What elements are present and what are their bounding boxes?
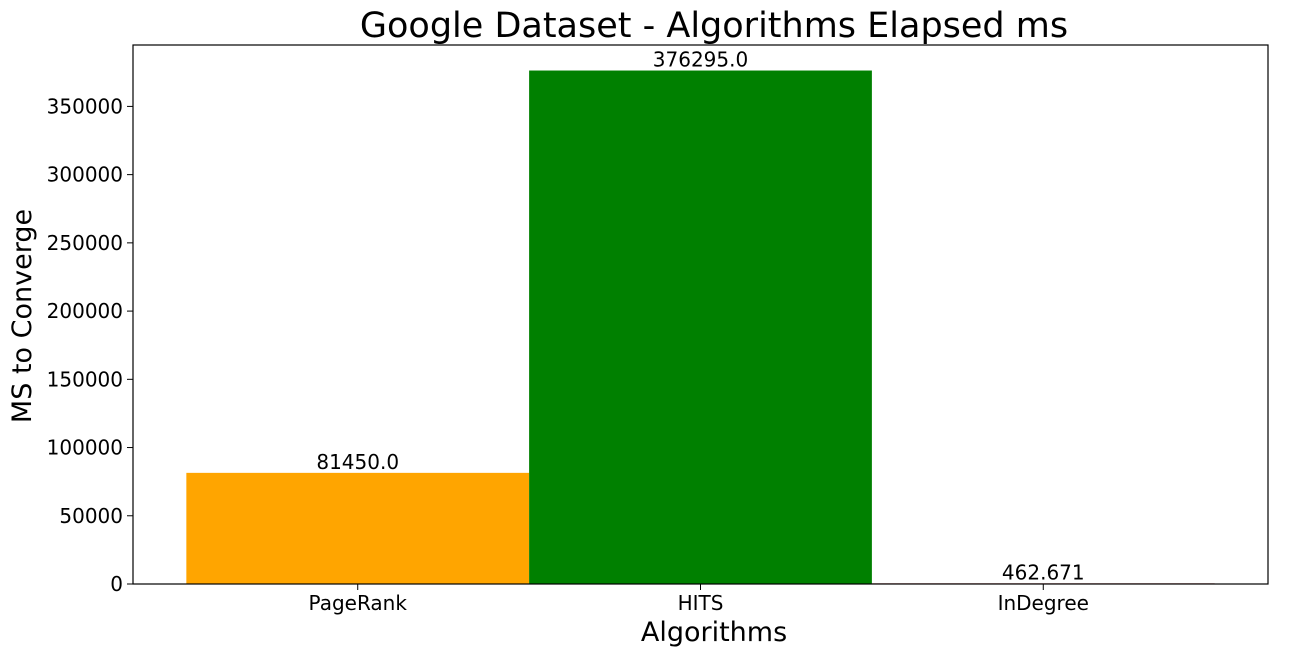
data-labels-group: 81450.0 376295.0 462.671 [316, 48, 1084, 585]
y-tick-label: 200000 [47, 299, 123, 323]
y-tick-label: 350000 [47, 94, 123, 118]
y-tick-label: 100000 [47, 436, 123, 460]
x-ticks-group: PageRank HITS InDegree [309, 584, 1089, 615]
bar-pagerank [186, 472, 530, 584]
plot-frame [132, 44, 1269, 585]
y-tick-label: 250000 [47, 231, 123, 255]
x-tick-label: PageRank [309, 591, 408, 615]
data-label-hits: 376295.0 [653, 48, 748, 72]
bars-group [186, 70, 1215, 585]
bar-hits [529, 70, 872, 584]
x-axis-label: Algorithms [641, 617, 787, 648]
y-ticks-group: 0 50000 100000 150000 200000 250000 300000 3500… [47, 94, 133, 596]
x-tick-label: HITS [678, 591, 724, 615]
y-tick-label: 0 [110, 572, 123, 596]
chart-title: Google Dataset - Algorithms Elapsed ms [360, 6, 1068, 46]
data-label-pagerank: 81450.0 [316, 450, 399, 474]
y-tick-label: 150000 [47, 367, 123, 391]
y-tick-label: 50000 [59, 504, 123, 528]
y-axis-label: MS to Converge [7, 209, 38, 423]
data-label-indegree: 462.671 [1002, 560, 1085, 584]
y-tick-label: 300000 [47, 163, 123, 187]
x-tick-label: InDegree [998, 591, 1089, 615]
